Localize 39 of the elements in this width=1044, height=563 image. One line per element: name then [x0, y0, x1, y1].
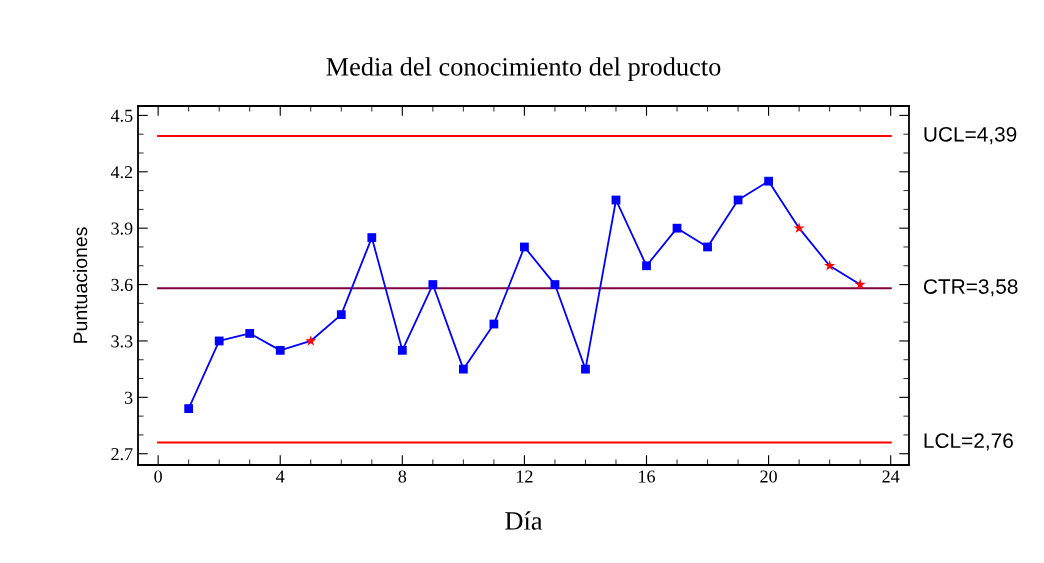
x-tick-label: 20 — [760, 470, 777, 483]
x-axis-title: Día — [505, 511, 543, 530]
y-tick-label: 4.5 — [110, 109, 133, 122]
point — [824, 259, 836, 271]
point — [764, 176, 773, 186]
point — [397, 345, 407, 355]
point — [458, 364, 468, 374]
y-tick-label: 3 — [124, 391, 133, 404]
x-tick-label: 16 — [639, 470, 655, 483]
point — [367, 233, 377, 242]
y-tick-label: 3.6 — [111, 278, 133, 292]
point — [184, 404, 194, 413]
point — [581, 364, 590, 374]
point — [245, 329, 255, 338]
point — [642, 261, 651, 271]
y-tick-label: 4.2 — [110, 166, 133, 179]
point — [703, 242, 712, 252]
point — [214, 336, 224, 346]
y-tick-label: 3.3 — [111, 335, 133, 348]
y-axis-title: Puntuaciones — [73, 227, 88, 343]
x-tick-label: 0 — [154, 470, 162, 483]
x-tick-label: 24 — [882, 470, 900, 483]
x-tick-label: 4 — [276, 470, 285, 483]
point — [672, 223, 682, 233]
x-tick-label: 12 — [516, 470, 533, 483]
point — [520, 242, 529, 252]
ref-line-label: LCL=2,76 — [924, 433, 1013, 451]
chart-title: Media del conocimiento del producto — [326, 57, 721, 82]
ref-line-label: UCL=4,39 — [924, 126, 1017, 145]
y-tick-label: 2.7 — [111, 448, 133, 461]
point — [336, 310, 346, 320]
point — [305, 335, 317, 346]
y-tick-label: 3.9 — [111, 222, 133, 235]
point — [550, 280, 560, 289]
x-tick-label: 8 — [398, 470, 407, 483]
point — [793, 222, 805, 233]
ref-line-label: CTR=3,58 — [923, 279, 1018, 297]
point — [275, 345, 285, 355]
point — [428, 280, 438, 289]
